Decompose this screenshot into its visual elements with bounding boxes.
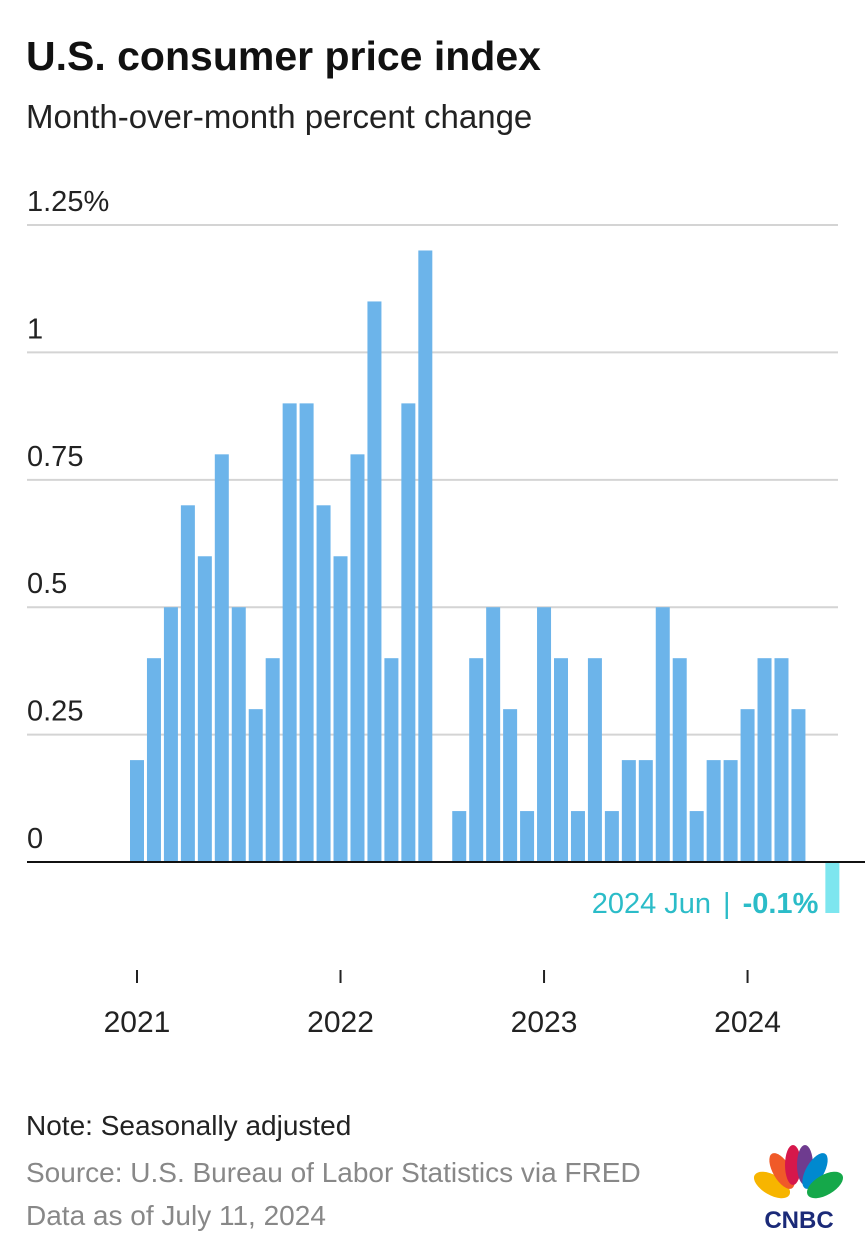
logo-mark — [753, 1145, 844, 1199]
bar — [672, 658, 687, 863]
bar — [638, 760, 653, 863]
bar — [130, 760, 144, 863]
y-tick-label: 1 — [27, 313, 43, 345]
x-tick-label: 2022 — [307, 1006, 374, 1039]
bar — [587, 658, 602, 863]
annotation-label: 2024 Jun — [592, 888, 711, 920]
bar — [248, 709, 263, 863]
note: Note: Seasonally adjusted — [26, 1110, 351, 1141]
source: Source: U.S. Bureau of Labor Statistics … — [26, 1157, 641, 1188]
bar — [163, 607, 178, 863]
bar — [384, 658, 399, 863]
bar — [825, 862, 840, 913]
bar — [146, 658, 161, 863]
feather — [753, 1171, 791, 1199]
value-label: -0.1% — [743, 888, 819, 920]
bar — [231, 607, 246, 863]
bar — [367, 301, 382, 863]
x-tick-label: 2024 — [714, 1006, 781, 1039]
bar — [689, 811, 704, 863]
bar — [350, 454, 365, 863]
bar — [740, 709, 755, 863]
bar — [214, 454, 229, 863]
x-tick-label: 2023 — [511, 1006, 578, 1039]
bar — [316, 505, 331, 863]
date-note: Data as of July 11, 2024 — [26, 1200, 326, 1231]
y-tick-label: 1.25% — [27, 186, 109, 218]
bar — [197, 556, 212, 863]
bar — [604, 811, 619, 863]
bar — [418, 250, 433, 863]
bar — [486, 607, 501, 863]
bar — [282, 403, 297, 863]
bar — [520, 811, 535, 863]
feather — [802, 1153, 828, 1189]
bar — [774, 658, 789, 863]
value-annotation: 2024 Jun | -0.1% — [592, 888, 819, 920]
bar — [655, 607, 670, 863]
bar — [265, 658, 280, 863]
bar — [469, 658, 484, 863]
y-tick-label: 0 — [27, 823, 43, 855]
bar — [706, 760, 721, 863]
feather — [806, 1171, 844, 1199]
y-tick-label: 0.25 — [27, 696, 83, 728]
bar — [723, 760, 738, 863]
bar — [180, 505, 195, 863]
bar — [791, 709, 806, 863]
y-tick-label: 0.5 — [27, 568, 67, 600]
plot: 0 0.25 0.5 0.75 1 1.25% 2021 2022 2023 2024 2024 J… — [27, 186, 865, 1039]
x-tick-label: 2021 — [104, 1006, 171, 1039]
chart-subtitle: Month-over-month percent change — [26, 98, 532, 135]
bar — [333, 556, 348, 863]
bar — [570, 811, 585, 863]
y-tick-label: 0.75 — [27, 441, 83, 473]
bar — [452, 811, 467, 863]
bar — [299, 403, 314, 863]
separator: | — [723, 888, 731, 920]
bar — [537, 607, 552, 863]
bar — [621, 760, 636, 863]
bar — [503, 709, 518, 863]
chart-title: U.S. consumer price index — [26, 33, 541, 79]
bar — [554, 658, 568, 863]
bar — [757, 658, 772, 863]
logo: CNBC — [764, 1207, 833, 1234]
bar — [401, 403, 416, 863]
feather — [785, 1145, 801, 1185]
